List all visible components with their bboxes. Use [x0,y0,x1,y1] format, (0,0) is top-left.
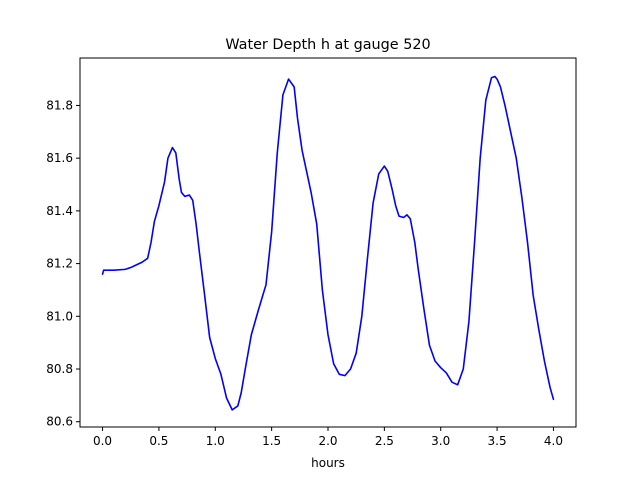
x-tick-label: 0.0 [93,434,112,448]
x-axis-label: hours [311,456,345,470]
y-tick-label: 80.8 [46,362,73,376]
x-tick-label: 1.0 [206,434,225,448]
y-tick-label: 81.2 [46,257,73,271]
x-tick-label: 4.0 [544,434,563,448]
x-tick-label: 0.5 [149,434,168,448]
plot-series-layer [101,75,555,411]
y-axis-ticks: 80.6 80.8 81.0 81.2 81.4 81.6 81.8 [46,98,80,429]
x-tick-label: 1.5 [262,434,281,448]
chart-title: Water Depth h at gauge 520 [225,37,430,53]
x-tick-label: 2.0 [318,434,337,448]
x-tick-label: 3.0 [431,434,450,448]
y-tick-label: 81.8 [46,98,73,112]
y-tick-label: 81.4 [46,204,73,218]
series-line-0 [101,75,555,411]
y-tick-label: 81.0 [46,309,73,323]
plot-area-frame [79,57,577,428]
x-axis-ticks: 0.0 0.5 1.0 1.5 2.0 2.5 3.0 3.5 4.0 [93,427,563,448]
y-tick-label: 80.6 [46,415,73,429]
y-tick-label: 81.6 [46,151,73,165]
x-tick-label: 2.5 [375,434,394,448]
x-tick-label: 3.5 [488,434,507,448]
